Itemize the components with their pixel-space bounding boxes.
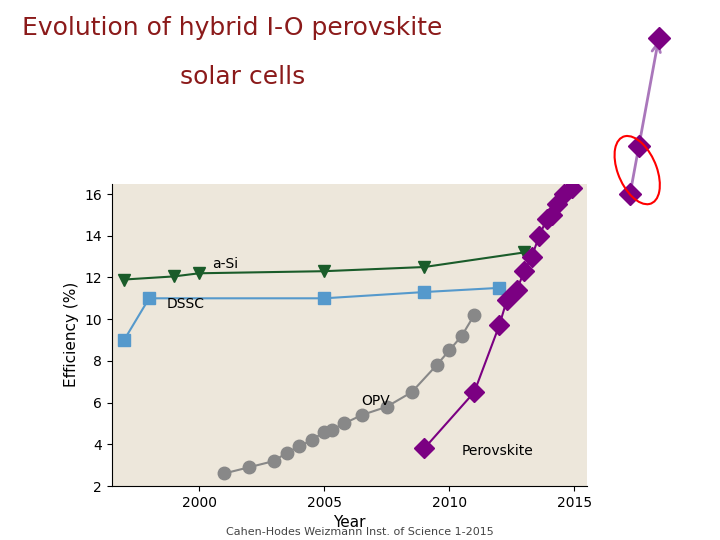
Text: DSSC: DSSC [166,296,204,310]
Text: Evolution of hybrid I-O perovskite: Evolution of hybrid I-O perovskite [22,16,442,40]
Text: Perovskite: Perovskite [462,444,534,458]
Text: a-Si: a-Si [212,257,238,271]
Text: Cahen-Hodes Weizmann Inst. of Science 1-2015: Cahen-Hodes Weizmann Inst. of Science 1-… [226,527,494,537]
Y-axis label: Efficiency (%): Efficiency (%) [63,282,78,387]
X-axis label: Year: Year [333,515,366,530]
Text: OPV: OPV [361,394,390,408]
Text: solar cells: solar cells [180,65,305,89]
